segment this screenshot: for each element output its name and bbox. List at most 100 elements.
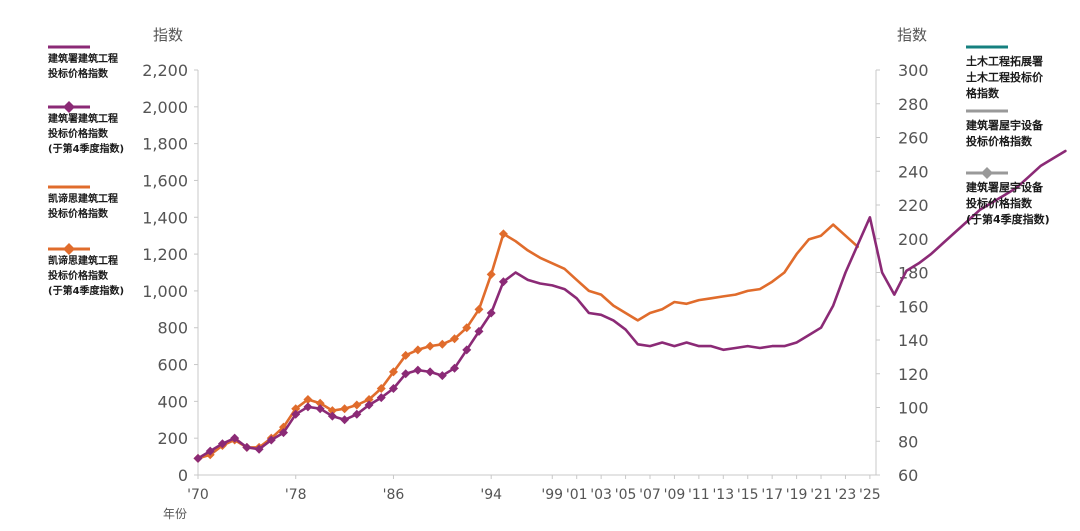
legend-label: 凯谛思建筑工程 投标价格指数: [48, 194, 118, 220]
legend-label: 土木工程拓展署 土木工程投标价 格指数: [966, 55, 1043, 100]
right-axis-tick-label: 280: [898, 95, 929, 114]
left-axis-tick-label: 0: [178, 466, 188, 485]
data-point-rlb_q4: [376, 383, 386, 393]
right-axis-label: 指数: [897, 26, 927, 44]
data-point-arch_sd_q4: [242, 442, 252, 452]
data-point-arch_sd_q4: [205, 446, 215, 456]
x-axis-tick-label: '94: [480, 487, 502, 503]
right-axis-tick-label: 220: [898, 196, 929, 215]
right-axis-tick-label: 160: [898, 297, 929, 316]
left-axis-tick-label: 200: [157, 429, 188, 448]
x-axis-tick-label: '99: [541, 487, 563, 503]
right-axis-tick-label: 240: [898, 162, 929, 181]
x-axis-tick-label: '05: [615, 487, 637, 503]
x-axis-label: 年份: [163, 507, 187, 521]
left-axis-tick-label: 400: [157, 392, 188, 411]
x-axis-tick-label: '17: [761, 487, 783, 503]
data-point-rlb_q4: [388, 367, 398, 377]
data-point-arch_sd_q4: [340, 415, 350, 425]
data-point-arch_sd_q4: [401, 369, 411, 379]
x-axis-tick-label: '70: [187, 487, 209, 503]
x-axis-tick-label: '23: [835, 487, 857, 503]
data-point-rlb_q4: [437, 339, 447, 349]
data-point-arch_sd_q4: [376, 393, 386, 403]
legend-label: 建筑署屋宇设备 投标价格指数 (于第4季度指数): [966, 181, 1050, 226]
data-point-arch_sd_q4: [425, 367, 435, 377]
x-axis-tick-label: '78: [285, 487, 307, 503]
right-axis-tick-label: 100: [898, 399, 929, 418]
legend-label: 建筑署建筑工程 投标价格指数: [48, 54, 118, 80]
data-point-rlb_q4: [425, 341, 435, 351]
data-point-rlb_q4: [315, 398, 325, 408]
legend-swatch-line: [966, 102, 1008, 114]
legend-label: 建筑署屋宇设备 投标价格指数: [966, 119, 1043, 148]
x-axis-tick-label: '13: [712, 487, 734, 503]
data-point-arch_sd_q4: [450, 363, 460, 373]
data-point-rlb_q4: [413, 345, 423, 355]
data-point-rlb_q4: [498, 229, 508, 239]
right-axis-tick-label: 200: [898, 230, 929, 249]
data-point-rlb_q4: [303, 395, 313, 405]
left-axis-tick-label: 800: [157, 319, 188, 338]
data-point-rlb_q4: [340, 404, 350, 414]
x-axis-tick-label: '15: [737, 487, 759, 503]
data-point-arch_sd_q4: [315, 404, 325, 414]
data-point-arch_sd_q4: [291, 409, 301, 419]
data-point-arch_sd_q4: [266, 435, 276, 445]
left-axis-tick-label: 1,000: [142, 282, 188, 301]
left-axis-tick-label: 1,200: [142, 245, 188, 264]
x-axis-tick-label: '09: [664, 487, 686, 503]
data-point-arch_sd_q4: [279, 428, 289, 438]
data-point-arch_sd_q4: [327, 411, 337, 421]
legend-swatch-line: [966, 38, 1008, 50]
right-axis-tick-label: 180: [898, 264, 929, 283]
left-axis-tick-label: 600: [157, 356, 188, 375]
left-axis-tick-label: 1,800: [142, 135, 188, 154]
data-point-arch_sd_q4: [413, 365, 423, 375]
x-axis-tick-label: '86: [383, 487, 405, 503]
right-axis-tick-label: 300: [898, 61, 929, 80]
legend-swatch-line: [48, 38, 90, 50]
right-axis-tick-label: 140: [898, 331, 929, 350]
x-axis-tick-label: '03: [590, 487, 612, 503]
series-line-arch_sd: [502, 149, 1067, 352]
series-line-rlb: [502, 223, 860, 322]
data-point-arch_sd_q4: [364, 400, 374, 410]
data-point-rlb_q4: [327, 406, 337, 416]
data-point-rlb_q4: [364, 395, 374, 405]
data-point-rlb_q4: [401, 350, 411, 360]
x-axis-tick-label: '11: [688, 487, 710, 503]
series-line-arch_sd_q4: [196, 280, 505, 460]
left-axis-tick-label: 1,600: [142, 171, 188, 190]
data-point-arch_sd_q4: [462, 345, 472, 355]
x-axis-tick-label: '01: [566, 487, 588, 503]
data-point-rlb_q4: [474, 304, 484, 314]
data-point-arch_sd_q4: [303, 402, 313, 412]
data-point-arch_sd_q4: [230, 433, 240, 443]
data-point-rlb_q4: [291, 404, 301, 414]
series-line-rlb_q4: [196, 232, 505, 460]
x-axis-tick-label: '21: [810, 487, 832, 503]
legend-swatch-line: [48, 178, 90, 190]
data-point-arch_sd_q4: [498, 277, 508, 287]
data-point-rlb_q4: [450, 334, 460, 344]
data-point-rlb_q4: [486, 269, 496, 279]
data-point-arch_sd_q4: [474, 326, 484, 336]
x-axis-tick-label: '19: [786, 487, 808, 503]
data-point-arch_sd_q4: [193, 453, 203, 463]
legend-label: 建筑署建筑工程 投标价格指数 (于第4季度指数): [48, 114, 125, 155]
right-axis-tick-label: 120: [898, 365, 929, 384]
left-axis-label: 指数: [153, 26, 183, 44]
left-axis-tick-label: 2,200: [142, 61, 188, 80]
legend-swatch-marker-line: [966, 164, 1008, 179]
legend-swatch-marker-line: [48, 240, 90, 255]
data-point-arch_sd_q4: [388, 383, 398, 393]
left-axis-tick-label: 2,000: [142, 98, 188, 117]
data-point-arch_sd_q4: [352, 409, 362, 419]
data-point-arch_sd_q4: [486, 308, 496, 318]
x-axis-tick-label: '07: [639, 487, 661, 503]
data-point-rlb_q4: [352, 400, 362, 410]
data-point-rlb_q4: [462, 323, 472, 333]
legend-swatch-marker-line: [48, 98, 90, 113]
